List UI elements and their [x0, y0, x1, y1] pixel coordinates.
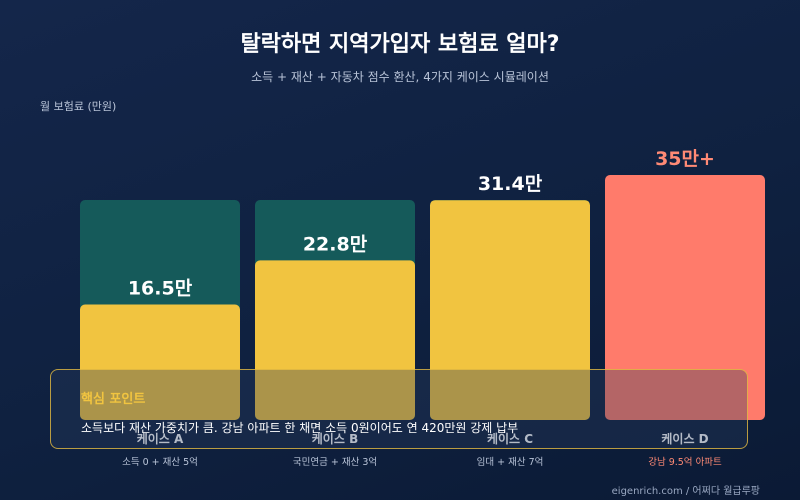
insight-text: 소득보다 재산 가중치가 큼. 강남 아파트 한 채면 소득 0원이어도 연 4…	[81, 421, 519, 435]
bar-2	[430, 200, 590, 420]
bar-3	[605, 175, 765, 420]
category-description-1: 국민연금 + 재산 3억	[293, 456, 377, 468]
footer-source: eigenrich.com / 어쩌다 월급루팡	[611, 486, 760, 497]
category-description-3: 강남 9.5억 아파트	[648, 456, 722, 468]
bar-1	[255, 260, 415, 420]
insight-title: 핵심 포인트	[81, 392, 146, 407]
category-label-0: 케이스 A	[137, 431, 184, 446]
chart-title: 탈락하면 지역가입자 보험료 얼마?	[240, 32, 560, 57]
bar-value-label-0: 16.5만	[128, 278, 193, 300]
bar-0	[80, 304, 240, 420]
category-label-1: 케이스 B	[312, 431, 358, 446]
category-label-3: 케이스 D	[661, 431, 708, 446]
chart-subtitle: 소득 + 재산 + 자동차 점수 환산, 4가지 케이스 시뮬레이션	[251, 70, 549, 84]
bar-value-label-2: 31.4만	[478, 173, 543, 195]
category-label-2: 케이스 C	[487, 431, 533, 446]
category-description-0: 소득 0 + 재산 5억	[122, 456, 198, 468]
insight-box: 핵심 포인트 소득보다 재산 가중치가 큼. 강남 아파트 한 채면 소득 0원…	[50, 369, 748, 449]
bar-value-label-1: 22.8만	[303, 233, 368, 255]
y-axis-label: 월 보험료 (만원)	[40, 100, 117, 113]
category-description-2: 임대 + 재산 7억	[477, 456, 544, 468]
bar-value-label-3: 35만+	[655, 148, 715, 170]
